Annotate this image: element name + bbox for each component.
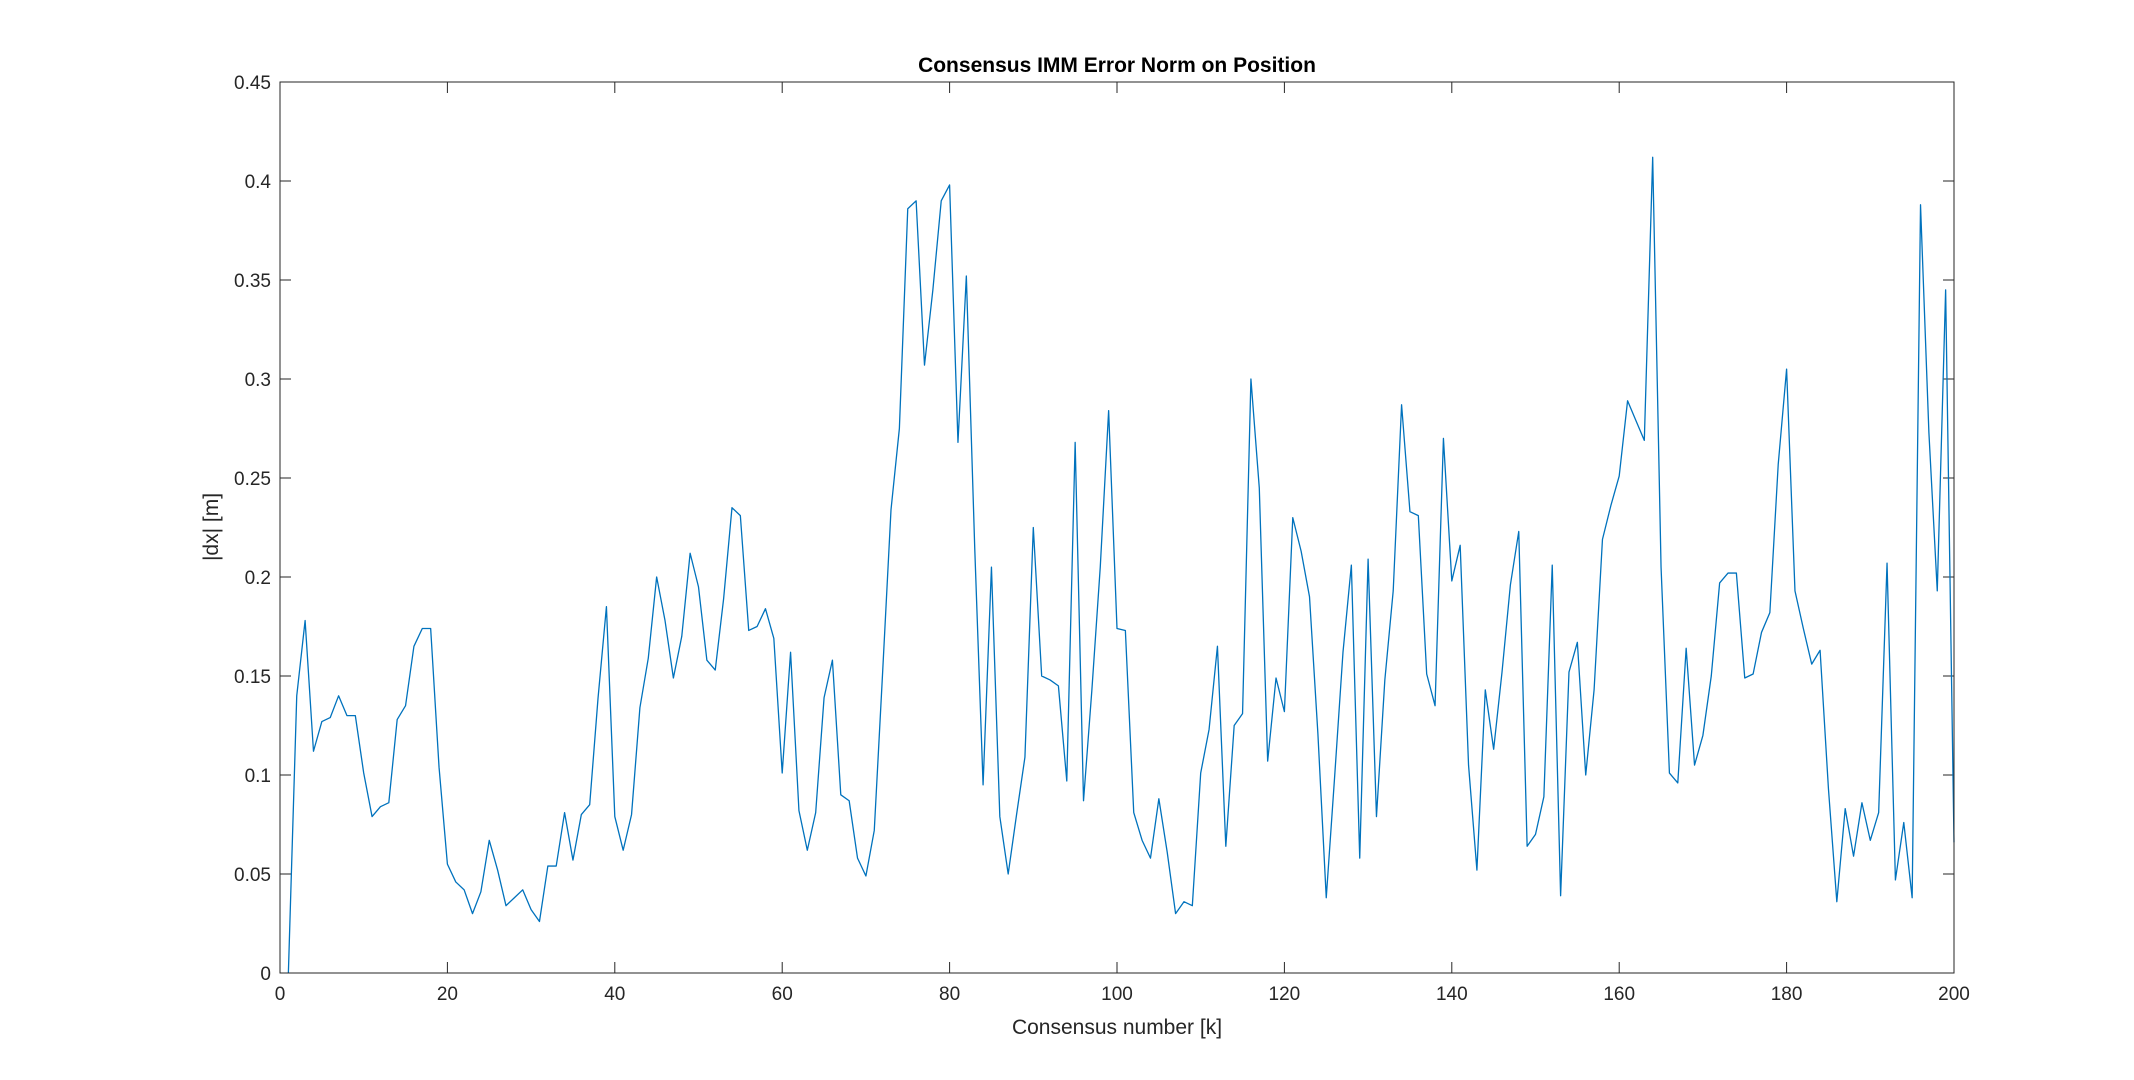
chart-title: Consensus IMM Error Norm on Position xyxy=(918,54,1316,77)
y-axis-label: |dx| [m] xyxy=(200,493,223,561)
y-tick-label: 0.15 xyxy=(234,667,271,688)
y-tick-label: 0 xyxy=(260,964,271,985)
x-tick-label: 40 xyxy=(604,984,625,1005)
ticks-layer: 0 20 40 60 80 100 120 140 160 180 200 0 0.05 0.1 0.15 0… xyxy=(234,73,1970,1005)
x-tick-label: 80 xyxy=(939,984,960,1005)
series-layer xyxy=(287,156,1955,974)
x-tick-label: 160 xyxy=(1603,984,1635,1005)
x-tick-label: 60 xyxy=(772,984,793,1005)
x-tick-label: 20 xyxy=(437,984,458,1005)
y-tick-label: 0.2 xyxy=(245,568,271,589)
y-tick-label: 0.1 xyxy=(245,766,271,787)
x-tick-label: 200 xyxy=(1938,984,1970,1005)
x-axis-label: Consensus number [k] xyxy=(1012,1016,1222,1039)
x-tick-label: 0 xyxy=(275,984,286,1005)
x-tick-label: 180 xyxy=(1771,984,1803,1005)
plot-area xyxy=(280,82,1954,973)
y-tick-label: 0.3 xyxy=(245,370,271,391)
x-tick-label: 100 xyxy=(1101,984,1133,1005)
y-tick-label: 0.45 xyxy=(234,73,271,94)
x-tick-label: 140 xyxy=(1436,984,1468,1005)
y-tick-label: 0.25 xyxy=(234,469,271,490)
y-tick-label: 0.35 xyxy=(234,271,271,292)
y-tick-label: 0.05 xyxy=(234,865,271,886)
series-line xyxy=(287,156,1955,974)
y-tick-label: 0.4 xyxy=(245,172,272,193)
axes-box xyxy=(279,81,1955,974)
x-tick-label: 120 xyxy=(1269,984,1301,1005)
